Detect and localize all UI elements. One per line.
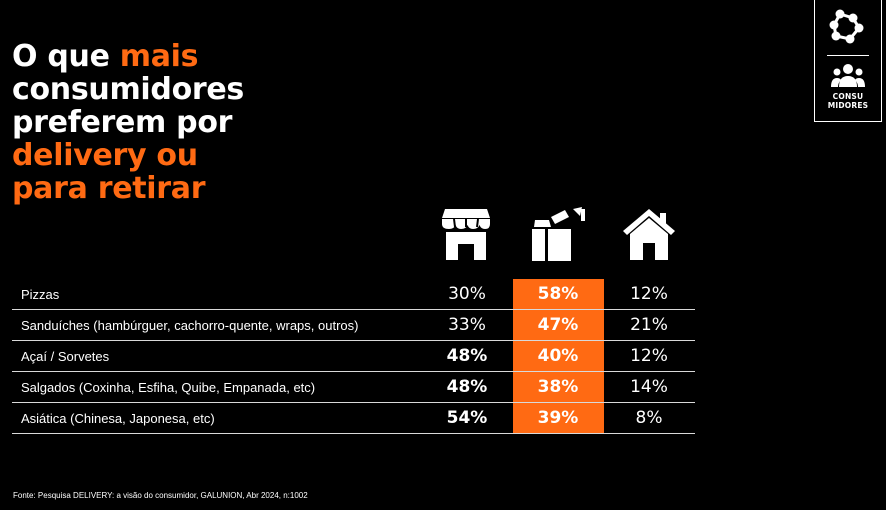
row-value-col-2: 39% <box>537 408 579 428</box>
row-category-label: Açaí / Sorvetes <box>21 349 110 364</box>
row-value-col-2: 40% <box>537 346 579 366</box>
row-value-col-1: 48% <box>446 346 488 366</box>
title-line-2: consumidores <box>12 72 244 107</box>
badge-label: CONSU MIDORES <box>815 92 881 110</box>
table-row: Pizzas 30% 58% 12% <box>12 279 695 310</box>
row-value-col-1: 33% <box>448 315 486 335</box>
row-divider <box>12 402 695 403</box>
delivery-column-highlight <box>513 279 604 433</box>
consumers-icon <box>831 64 865 87</box>
title-text: O que <box>12 39 120 74</box>
house-icon <box>623 209 675 260</box>
badge-label-line-1: CONSU <box>832 92 864 101</box>
table-row: Asiática (Chinesa, Japonesa, etc) 54% 39% 8… <box>12 403 695 434</box>
store-icon <box>442 209 490 260</box>
row-value-col-1: 30% <box>448 284 486 304</box>
row-divider <box>12 309 695 310</box>
row-category-label: Sanduíches (hambúrguer, cachorro-quente,… <box>21 318 359 333</box>
row-divider <box>12 433 695 434</box>
row-value-col-2: 58% <box>537 284 579 304</box>
table-row: Açaí / Sorvetes 48% 40% 12% <box>12 341 695 372</box>
row-value-col-3: 21% <box>630 315 668 335</box>
row-category-label: Asiática (Chinesa, Japonesa, etc) <box>21 411 215 426</box>
row-category-label: Salgados (Coxinha, Esfiha, Quibe, Empana… <box>21 380 316 395</box>
title-line-1: O que mais <box>12 40 244 73</box>
title-accent-text: mais <box>119 39 199 74</box>
row-value-col-1: 54% <box>446 408 488 428</box>
row-value-col-2: 38% <box>537 377 579 397</box>
row-value-col-3: 8% <box>635 408 663 428</box>
title-line-3: preferem por <box>12 105 233 140</box>
table-row: Sanduíches (hambúrguer, cachorro-quente,… <box>12 310 695 341</box>
brand-badge: CONSU MIDORES <box>814 0 882 122</box>
title-line-5: para retirar <box>12 171 206 206</box>
badge-label-line-2: MIDORES <box>827 101 869 110</box>
row-value-col-3: 14% <box>630 377 668 397</box>
delivery-bag-icon <box>532 207 585 261</box>
row-value-col-2: 47% <box>537 315 579 335</box>
row-value-col-3: 12% <box>630 346 668 366</box>
title-line-4: delivery ou <box>12 138 198 173</box>
row-category-label: Pizzas <box>21 287 60 302</box>
row-divider <box>12 340 695 341</box>
source-note: Fonte: Pesquisa DELIVERY: a visão do con… <box>13 491 308 500</box>
page-title: O que mais consumidores preferem por del… <box>12 40 244 205</box>
brand-logo-icon <box>829 9 864 44</box>
row-value-col-1: 48% <box>446 377 488 397</box>
row-divider <box>12 371 695 372</box>
row-value-col-3: 12% <box>630 284 668 304</box>
table-row: Salgados (Coxinha, Esfiha, Quibe, Empana… <box>12 372 695 403</box>
badge-divider <box>827 55 869 56</box>
